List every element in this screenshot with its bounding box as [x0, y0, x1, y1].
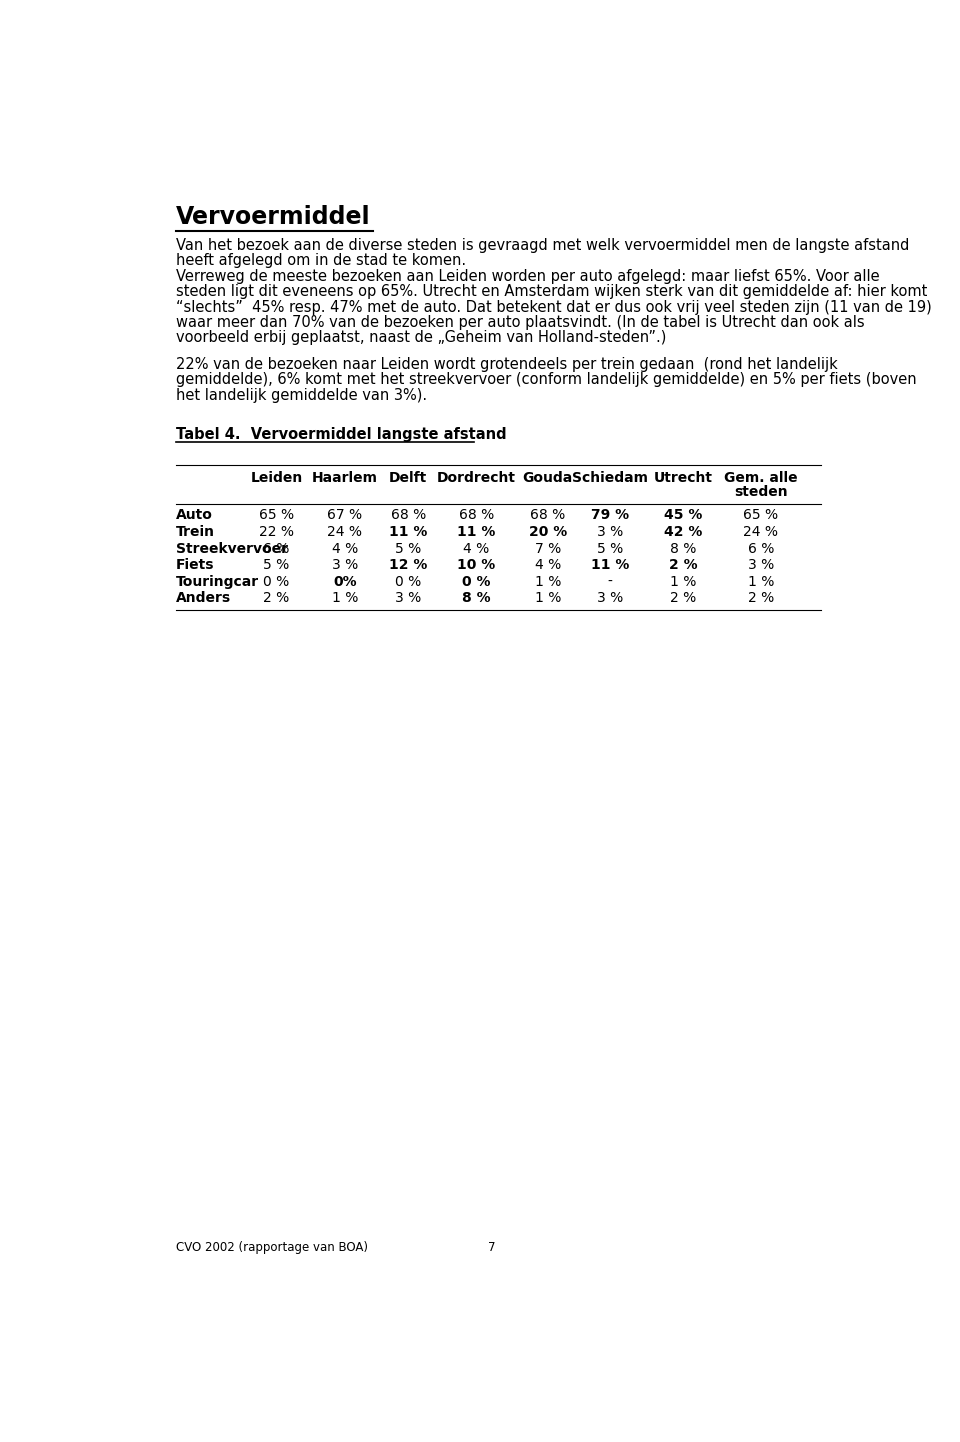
Text: 1 %: 1 % [331, 591, 358, 606]
Text: 42 %: 42 % [664, 525, 703, 539]
Text: 4 %: 4 % [535, 558, 561, 572]
Text: 6 %: 6 % [263, 542, 290, 555]
Text: 1 %: 1 % [670, 575, 697, 588]
Text: 7 %: 7 % [535, 542, 561, 555]
Text: Touringcar: Touringcar [176, 575, 259, 588]
Text: 24 %: 24 % [743, 525, 779, 539]
Text: 24 %: 24 % [327, 525, 362, 539]
Text: 6 %: 6 % [748, 542, 774, 555]
Text: 3 %: 3 % [396, 591, 421, 606]
Text: steden: steden [734, 485, 788, 499]
Text: 68 %: 68 % [530, 509, 565, 522]
Text: Dordrecht: Dordrecht [437, 470, 516, 485]
Text: 65 %: 65 % [743, 509, 779, 522]
Text: 20 %: 20 % [529, 525, 567, 539]
Text: 5 %: 5 % [396, 542, 421, 555]
Text: steden ligt dit eveneens op 65%. Utrecht en Amsterdam wijken sterk van dit gemid: steden ligt dit eveneens op 65%. Utrecht… [176, 284, 927, 300]
Text: 11 %: 11 % [389, 525, 427, 539]
Text: 68 %: 68 % [391, 509, 426, 522]
Text: 1 %: 1 % [748, 575, 774, 588]
Text: 2 %: 2 % [263, 591, 290, 606]
Text: 10 %: 10 % [457, 558, 495, 572]
Text: 2 %: 2 % [748, 591, 774, 606]
Text: Auto: Auto [176, 509, 213, 522]
Text: Schiedam: Schiedam [572, 470, 648, 485]
Text: 22 %: 22 % [259, 525, 294, 539]
Text: Verreweg de meeste bezoeken aan Leiden worden per auto afgelegd: maar liefst 65%: Verreweg de meeste bezoeken aan Leiden w… [176, 270, 879, 284]
Text: Fiets: Fiets [176, 558, 214, 572]
Text: Gem. alle: Gem. alle [724, 472, 798, 485]
Text: 4 %: 4 % [331, 542, 358, 555]
Text: 1 %: 1 % [535, 591, 561, 606]
Text: 5 %: 5 % [263, 558, 290, 572]
Text: “slechts”  45% resp. 47% met de auto. Dat betekent dat er dus ook vrij veel sted: “slechts” 45% resp. 47% met de auto. Dat… [176, 300, 931, 314]
Text: 8 %: 8 % [462, 591, 491, 606]
Text: 65 %: 65 % [259, 509, 294, 522]
Text: 8 %: 8 % [670, 542, 697, 555]
Text: Gouda: Gouda [522, 470, 573, 485]
Text: Haarlem: Haarlem [312, 470, 377, 485]
Text: 4 %: 4 % [464, 542, 490, 555]
Text: 79 %: 79 % [590, 509, 629, 522]
Text: 2 %: 2 % [669, 558, 698, 572]
Text: Utrecht: Utrecht [654, 470, 713, 485]
Text: 7: 7 [489, 1242, 495, 1255]
Text: Leiden: Leiden [251, 470, 302, 485]
Text: 3 %: 3 % [748, 558, 774, 572]
Text: voorbeeld erbij geplaatst, naast de „Geheim van Holland-steden”.): voorbeeld erbij geplaatst, naast de „Geh… [176, 330, 666, 345]
Text: 22% van de bezoeken naar Leiden wordt grotendeels per trein gedaan  (rond het la: 22% van de bezoeken naar Leiden wordt gr… [176, 358, 837, 372]
Text: 12 %: 12 % [389, 558, 427, 572]
Text: Delft: Delft [389, 470, 427, 485]
Text: 2 %: 2 % [670, 591, 697, 606]
Text: 3 %: 3 % [597, 525, 623, 539]
Text: gemiddelde), 6% komt met het streekvervoer (conform landelijk gemiddelde) en 5% : gemiddelde), 6% komt met het streekvervo… [176, 372, 917, 388]
Text: 0 %: 0 % [396, 575, 421, 588]
Text: 0 %: 0 % [263, 575, 290, 588]
Text: Trein: Trein [176, 525, 215, 539]
Text: Tabel 4.  Vervoermiddel langste afstand: Tabel 4. Vervoermiddel langste afstand [176, 427, 507, 443]
Text: 5 %: 5 % [597, 542, 623, 555]
Text: Van het bezoek aan de diverse steden is gevraagd met welk vervoermiddel men de l: Van het bezoek aan de diverse steden is … [176, 238, 909, 254]
Text: waar meer dan 70% van de bezoeken per auto plaatsvindt. (In de tabel is Utrecht : waar meer dan 70% van de bezoeken per au… [176, 314, 864, 330]
Text: Vervoermiddel: Vervoermiddel [176, 205, 371, 229]
Text: -: - [608, 575, 612, 588]
Text: 67 %: 67 % [327, 509, 362, 522]
Text: heeft afgelegd om in de stad te komen.: heeft afgelegd om in de stad te komen. [176, 254, 466, 268]
Text: 11 %: 11 % [590, 558, 629, 572]
Text: CVO 2002 (rapportage van BOA): CVO 2002 (rapportage van BOA) [176, 1242, 368, 1255]
Text: 45 %: 45 % [664, 509, 703, 522]
Text: 3 %: 3 % [331, 558, 358, 572]
Text: 3 %: 3 % [597, 591, 623, 606]
Text: het landelijk gemiddelde van 3%).: het landelijk gemiddelde van 3%). [176, 388, 427, 402]
Text: 0%: 0% [333, 575, 356, 588]
Text: Anders: Anders [176, 591, 231, 606]
Text: 1 %: 1 % [535, 575, 561, 588]
Text: 11 %: 11 % [457, 525, 495, 539]
Text: 68 %: 68 % [459, 509, 494, 522]
Text: 0 %: 0 % [463, 575, 491, 588]
Text: Streekvervoer: Streekvervoer [176, 542, 288, 555]
